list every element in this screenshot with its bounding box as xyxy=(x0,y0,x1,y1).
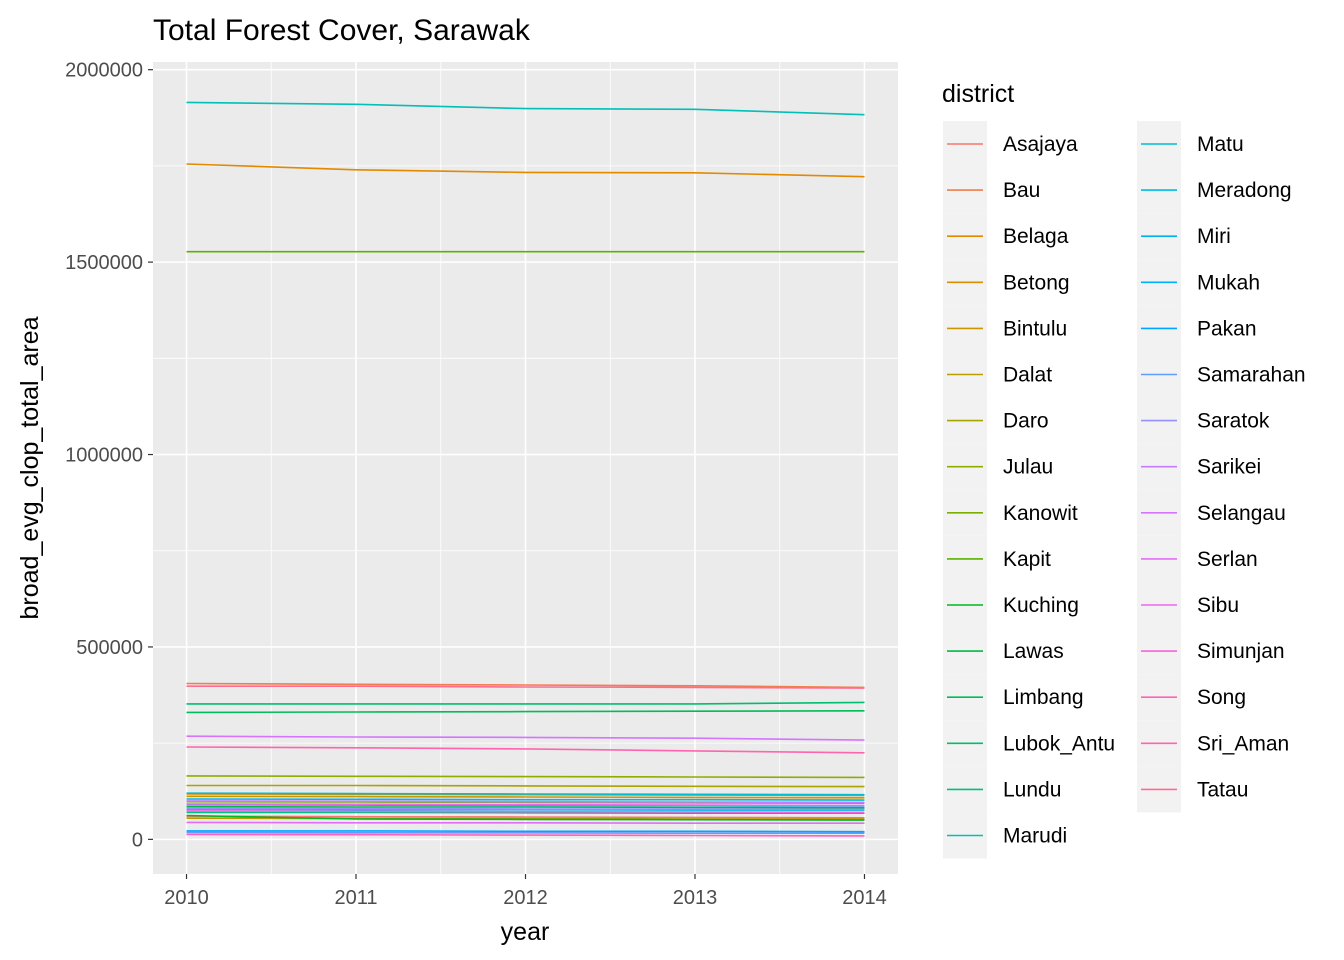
legend-label-kapit: Kapit xyxy=(1003,548,1051,571)
legend-label-sri-aman: Sri_Aman xyxy=(1197,732,1289,755)
legend: district Asajaya Bau Belaga Betong Bintulu Da… xyxy=(942,80,1306,859)
legend-label-dalat: Dalat xyxy=(1003,364,1052,387)
legend-label-daro: Daro xyxy=(1003,410,1049,433)
series-line-saratok xyxy=(186,807,865,811)
legend-label-bintulu: Bintulu xyxy=(1003,317,1067,340)
series-line-marudi xyxy=(186,101,865,116)
legend-label-serlan: Serlan xyxy=(1197,548,1258,571)
series-line-sarikei xyxy=(186,800,865,804)
y-tick-label: 0 xyxy=(132,829,143,851)
legend-label-bau: Bau xyxy=(1003,179,1040,202)
series-line-lundu xyxy=(186,811,865,815)
legend-label-mukah: Mukah xyxy=(1197,271,1260,294)
series-line-lubok-antu xyxy=(186,701,865,705)
x-tick-label: 2013 xyxy=(673,887,718,909)
series-line-meradong xyxy=(186,798,865,801)
series-lines xyxy=(186,101,865,837)
series-line-sri-aman xyxy=(186,746,865,754)
series-line-daro xyxy=(186,784,865,788)
series-line-belaga xyxy=(186,163,865,178)
legend-label-kanowit: Kanowit xyxy=(1003,502,1078,525)
x-tick-label: 2012 xyxy=(503,887,548,909)
chart-title: Total Forest Cover, Sarawak xyxy=(153,14,531,47)
y-tick-label: 1000000 xyxy=(65,445,143,467)
series-line-kuching xyxy=(186,814,865,821)
legend-label-limbang: Limbang xyxy=(1003,686,1084,709)
series-line-julau xyxy=(186,775,865,779)
y-tick-label: 1500000 xyxy=(65,252,143,274)
series-line-samarahan xyxy=(186,831,865,835)
grid-major xyxy=(153,62,898,874)
series-line-lawas xyxy=(186,805,865,809)
legend-label-song: Song xyxy=(1197,686,1246,709)
y-tick-label: 500000 xyxy=(76,637,143,659)
y-axis-title: broad_evg_clop_total_area xyxy=(16,316,44,619)
legend-label-betong: Betong xyxy=(1003,271,1070,294)
legend-label-marudi: Marudi xyxy=(1003,825,1067,848)
legend-label-lubok-antu: Lubok_Antu xyxy=(1003,732,1115,755)
series-line-tatau xyxy=(186,685,865,689)
series-line-bintulu xyxy=(186,795,865,799)
series-line-pakan xyxy=(186,830,865,833)
legend-label-tatau: Tatau xyxy=(1197,778,1248,801)
y-axis: 0 500000 1000000 1500000 2000000 xyxy=(65,60,153,851)
legend-label-meradong: Meradong xyxy=(1197,179,1292,202)
x-tick-label: 2011 xyxy=(335,887,378,909)
series-line-selangau xyxy=(186,735,865,741)
legend-label-julau: Julau xyxy=(1003,456,1053,479)
legend-label-lawas: Lawas xyxy=(1003,640,1064,663)
legend-label-miri: Miri xyxy=(1197,225,1231,248)
legend-label-kuching: Kuching xyxy=(1003,594,1079,617)
legend-label-sarikei: Sarikei xyxy=(1197,456,1261,479)
x-axis: 2010 2011 2012 2013 2014 xyxy=(164,874,887,909)
series-line-serlan xyxy=(186,821,865,825)
legend-label-sibu: Sibu xyxy=(1197,594,1239,617)
legend-title: district xyxy=(942,80,1014,108)
legend-label-asajaya: Asajaya xyxy=(1003,133,1078,156)
legend-label-samarahan: Samarahan xyxy=(1197,364,1306,387)
legend-label-belaga: Belaga xyxy=(1003,225,1069,248)
legend-label-pakan: Pakan xyxy=(1197,317,1257,340)
y-tick-label: 2000000 xyxy=(65,60,143,82)
x-tick-label: 2010 xyxy=(164,887,209,909)
series-line-matu xyxy=(186,792,865,796)
x-tick-label: 2014 xyxy=(842,887,887,909)
legend-label-selangau: Selangau xyxy=(1197,502,1286,525)
legend-label-simunjan: Simunjan xyxy=(1197,640,1285,663)
x-axis-title: year xyxy=(501,918,550,946)
series-line-song xyxy=(186,833,865,837)
legend-label-matu: Matu xyxy=(1197,133,1244,156)
series-line-bau xyxy=(186,682,865,689)
legend-label-lundu: Lundu xyxy=(1003,778,1061,801)
legend-label-saratok: Saratok xyxy=(1197,410,1270,433)
series-line-asajaya xyxy=(186,815,865,819)
series-line-limbang xyxy=(186,709,865,714)
series-line-sibu xyxy=(186,803,865,807)
series-line-simunjan xyxy=(186,810,865,814)
